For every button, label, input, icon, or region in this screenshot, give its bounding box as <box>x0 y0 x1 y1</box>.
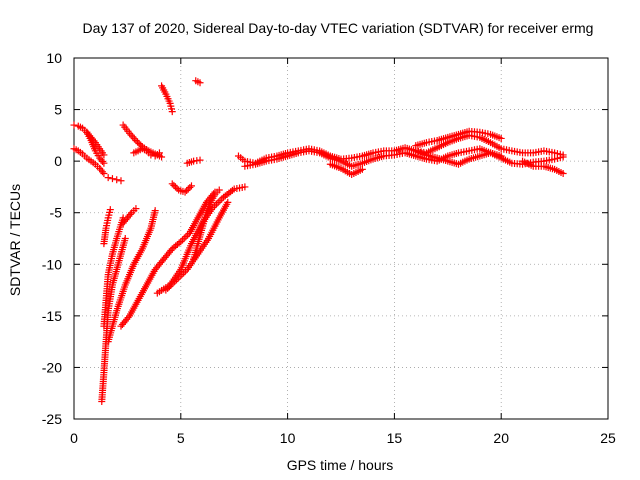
data-point <box>104 174 112 182</box>
data-point <box>181 188 189 196</box>
data-point <box>181 267 189 275</box>
data-point <box>559 170 567 178</box>
series-arc-p <box>158 82 176 116</box>
data-point <box>224 198 232 206</box>
series-arc-q <box>192 77 204 87</box>
data-point <box>98 157 106 165</box>
data-point <box>186 183 194 191</box>
data-point <box>158 153 166 161</box>
series-arc-k <box>70 145 108 178</box>
y-tick-label: 10 <box>46 50 62 66</box>
series-arc-c <box>100 206 114 248</box>
data-point <box>170 181 178 189</box>
plot-frame <box>73 57 609 420</box>
data-point <box>108 175 116 183</box>
data-point <box>171 183 179 191</box>
x-tick-label: 20 <box>493 430 509 446</box>
x-tick-label: 5 <box>177 430 185 446</box>
data-point <box>151 207 159 215</box>
data-point <box>168 180 176 188</box>
data-point <box>134 138 142 146</box>
data-point <box>212 200 220 208</box>
y-tick-label: 5 <box>54 102 62 118</box>
data-point <box>113 176 121 184</box>
data-point <box>196 156 204 164</box>
data-point <box>155 149 163 157</box>
data-point <box>147 151 155 159</box>
y-tick-label: 0 <box>54 153 62 169</box>
series-arc-h <box>190 186 223 263</box>
chart-title: Day 137 of 2020, Sidereal Day-to-day VTE… <box>83 20 594 36</box>
data-point <box>177 238 185 246</box>
data-point <box>218 195 226 203</box>
y-tick-label: -25 <box>42 411 62 427</box>
x-tick-label: 25 <box>600 430 616 446</box>
data-point <box>124 314 132 322</box>
data-point <box>100 170 108 178</box>
x-tick-label: 15 <box>387 430 403 446</box>
series-arc-f <box>153 183 249 297</box>
series-arc-s <box>183 156 204 167</box>
grid-lines <box>74 58 608 419</box>
data-point <box>126 210 134 218</box>
series-arc-r <box>168 180 195 196</box>
data-point <box>214 198 222 206</box>
data-point <box>106 206 114 214</box>
series-arc-x <box>412 147 505 168</box>
data-point <box>241 183 249 191</box>
data-point <box>132 205 140 213</box>
axis-ticks: 0 5 10 15 20 25 -25 -20 -15 -10 -5 0 5 10 <box>42 50 616 446</box>
data-point <box>168 108 176 116</box>
y-axis-label: SDTVAR / TECUs <box>7 184 23 296</box>
data-point <box>184 231 192 239</box>
data-point <box>497 152 505 160</box>
data-point <box>90 137 98 145</box>
data-point <box>358 165 366 173</box>
data-point <box>100 159 108 167</box>
data-point <box>179 236 187 244</box>
x-axis-label: GPS time / hours <box>287 457 394 473</box>
data-point <box>183 187 191 195</box>
data-points <box>70 77 567 405</box>
y-tick-label: -5 <box>50 205 63 221</box>
data-point <box>127 131 135 139</box>
data-point <box>216 197 224 205</box>
data-point <box>182 233 190 241</box>
data-point <box>173 184 181 192</box>
series-arc-d <box>104 207 159 346</box>
data-point <box>121 235 129 242</box>
y-tick-label: -15 <box>42 308 62 324</box>
series-arc-v <box>326 160 366 179</box>
data-point <box>187 182 195 190</box>
data-point <box>215 186 223 194</box>
series-arc-o <box>130 145 163 160</box>
series-arc-i <box>119 205 140 227</box>
data-point <box>135 140 143 148</box>
data-point <box>98 168 106 176</box>
data-point <box>70 121 78 129</box>
series-arc-w <box>412 127 505 150</box>
data-point <box>117 177 125 185</box>
data-point <box>132 137 140 145</box>
data-point <box>167 247 175 255</box>
series-arc-m <box>104 174 125 185</box>
data-point <box>130 135 138 143</box>
data-point <box>100 151 108 159</box>
data-point <box>559 153 567 161</box>
series-arc-a <box>98 235 129 405</box>
data-point <box>184 185 192 193</box>
series-arc-l <box>83 128 108 159</box>
data-point <box>175 239 183 247</box>
y-tick-label: -20 <box>42 359 62 375</box>
data-point <box>180 234 188 242</box>
data-point <box>129 133 137 141</box>
data-point <box>196 79 204 87</box>
x-tick-label: 10 <box>280 430 296 446</box>
x-tick-label: 0 <box>70 430 78 446</box>
y-tick-label: -10 <box>42 256 62 272</box>
series-arc-y <box>519 157 567 178</box>
series-arc-e <box>117 188 219 330</box>
data-point <box>497 134 505 142</box>
